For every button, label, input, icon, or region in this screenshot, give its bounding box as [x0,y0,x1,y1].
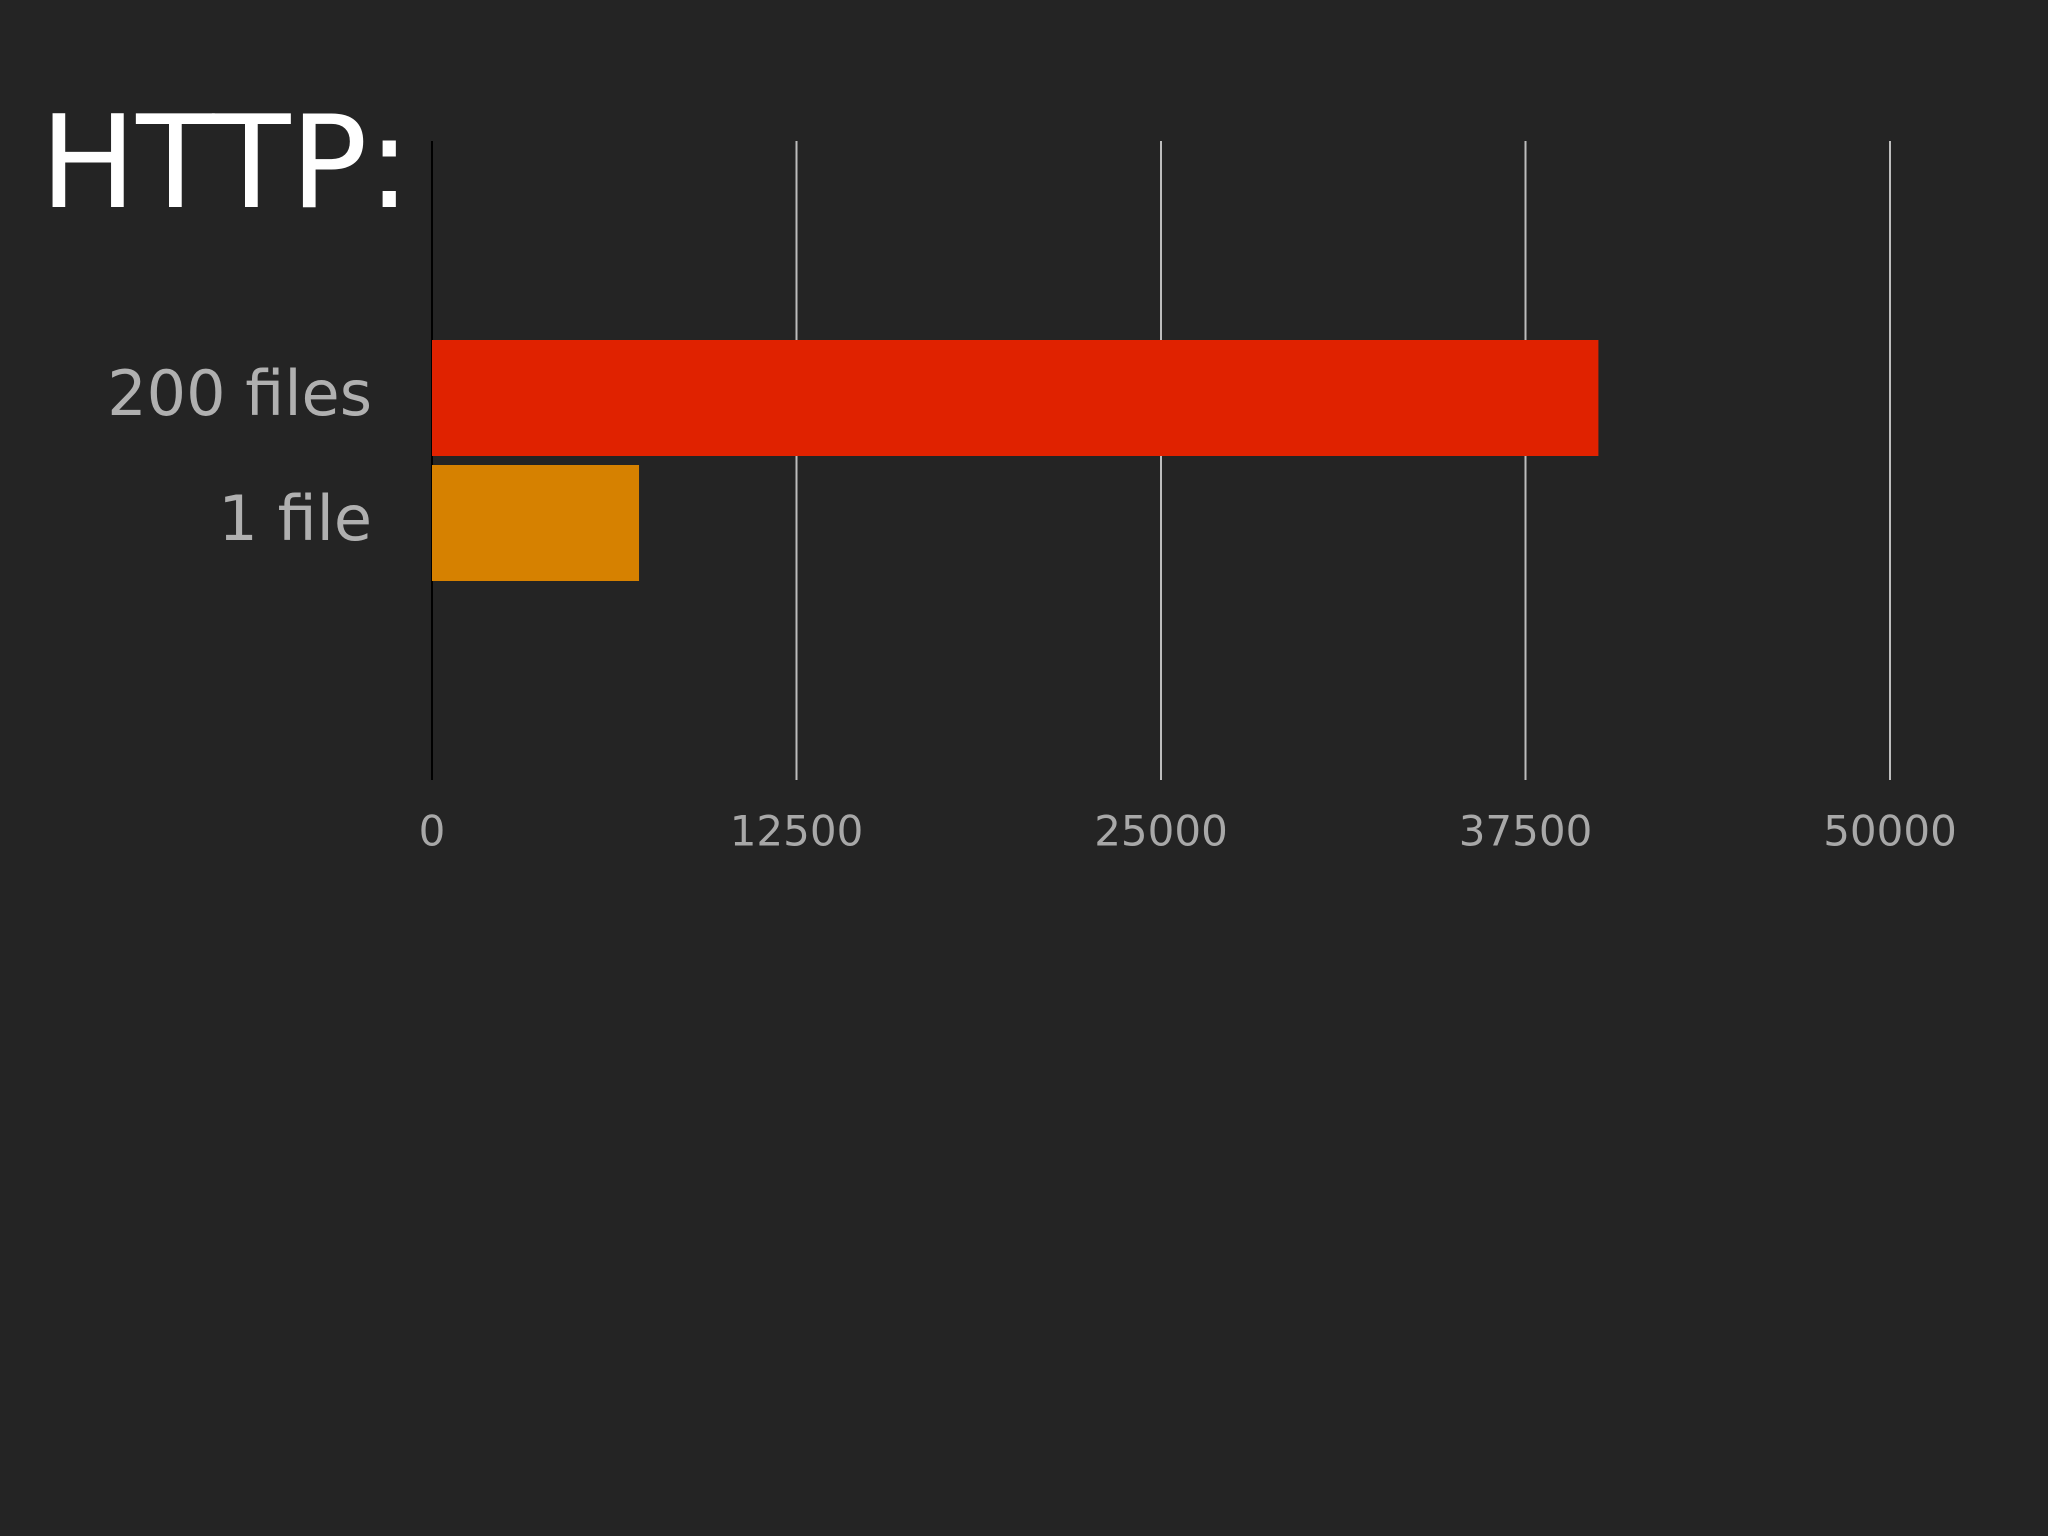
x-tick-label: 25000 [1094,807,1228,856]
x-tick-label: 37500 [1459,807,1593,856]
bar [432,465,640,581]
x-tick-label: 0 [419,807,446,856]
x-tick-label: 12500 [730,807,864,856]
bar [432,340,1599,456]
chart-title: HTTP: [40,89,411,238]
y-tick-label: 1 file [218,482,372,555]
y-tick-label: 200 files [107,357,372,430]
x-tick-label: 50000 [1823,807,1957,856]
